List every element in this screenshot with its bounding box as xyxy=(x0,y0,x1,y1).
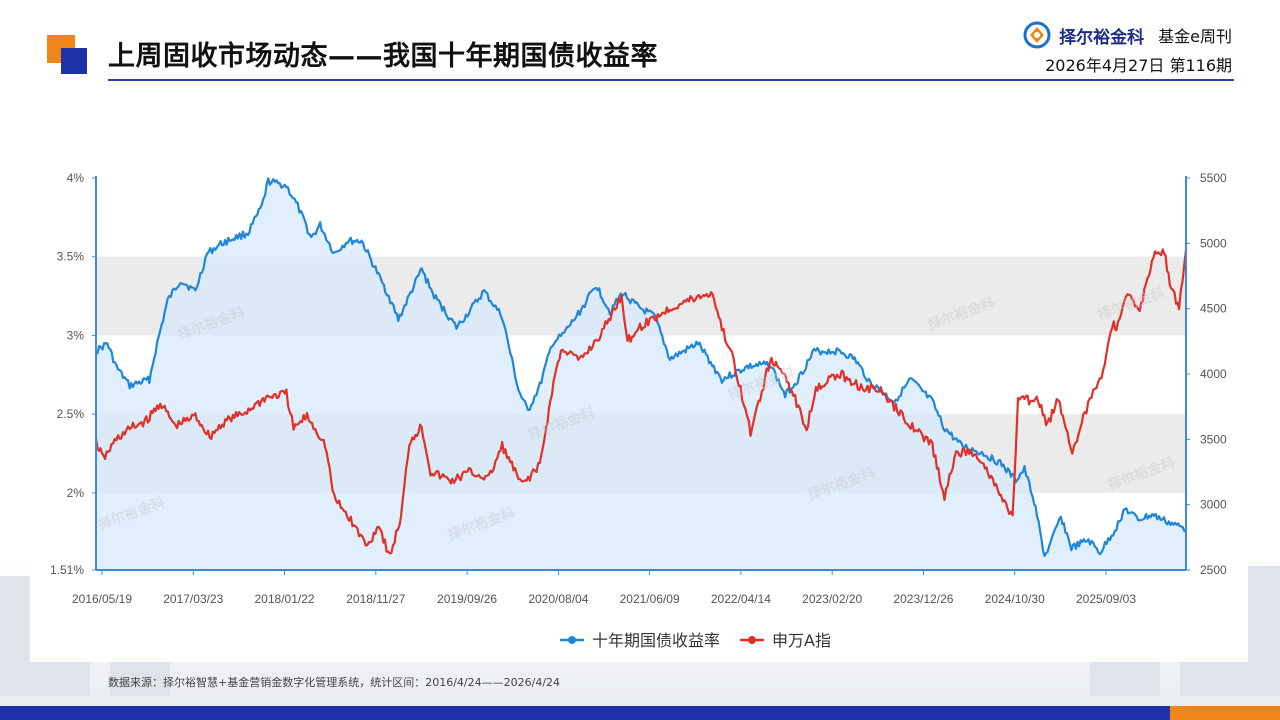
y-right-tick-label-5: 5000 xyxy=(1200,236,1227,250)
y-left-tick-label-3: 3% xyxy=(67,328,85,342)
x-tick-label-9: 2023/12/26 xyxy=(893,592,953,606)
y-right-tick-label-1: 3000 xyxy=(1200,498,1227,512)
page-title: 上周固收市场动态——我国十年期国债收益率 xyxy=(108,41,658,72)
x-tick-label-8: 2023/02/20 xyxy=(802,592,862,606)
legend-label-0: 十年期国债收益率 xyxy=(592,631,720,650)
y-right-tick-label-3: 4000 xyxy=(1200,367,1227,381)
y-left-tick-label-0: 1.51% xyxy=(50,563,84,577)
x-tick-label-2: 2018/01/22 xyxy=(255,592,315,606)
x-tick-label-4: 2019/09/26 xyxy=(437,592,497,606)
chart-card: 择尔裕金科 择尔裕金科 择尔裕金科 择尔裕金科 择尔裕金科 择尔裕金科 择尔裕金科 择尔裕金科… xyxy=(30,160,1248,662)
x-tick-label-5: 2020/08/04 xyxy=(528,592,588,606)
x-tick-label-1: 2017/03/23 xyxy=(163,592,223,606)
title-underline xyxy=(108,79,1234,81)
series-line-0 xyxy=(95,177,1187,557)
brand-name: 择尔裕金科 xyxy=(1059,27,1145,48)
legend-swatch-dot-1 xyxy=(748,636,756,644)
y-right-tick-label-4: 4500 xyxy=(1200,302,1227,316)
y-left-tick-label-5: 4% xyxy=(67,171,85,185)
series-line-1 xyxy=(94,248,1188,555)
y-right-tick-label-2: 3500 xyxy=(1200,432,1227,446)
x-tick-label-11: 2025/09/03 xyxy=(1076,592,1136,606)
issue-date: 2026年4月27日 第116期 xyxy=(1045,56,1232,75)
title-accent-blue xyxy=(61,48,87,74)
legend-label-1: 申万A指 xyxy=(772,631,831,650)
x-tick-label-6: 2021/06/09 xyxy=(620,592,680,606)
y-left-tick-label-1: 2% xyxy=(67,486,85,500)
y-left-tick-label-2: 2.5% xyxy=(57,407,85,421)
publication-name: 基金e周刊 xyxy=(1158,27,1232,46)
footer-bar-blue xyxy=(0,706,1170,720)
brand-block: 择尔裕金科 基金e周刊 2026年4月27日 第116期 xyxy=(1023,20,1232,76)
x-tick-label-10: 2024/10/30 xyxy=(985,592,1045,606)
y-right-tick-label-6: 5500 xyxy=(1200,171,1227,185)
series-area-0 xyxy=(96,178,1186,570)
brand-logo-icon xyxy=(1023,21,1051,49)
footer-bar-orange xyxy=(1170,706,1280,720)
x-tick-label-0: 2016/05/19 xyxy=(72,592,132,606)
y-left-tick-label-4: 3.5% xyxy=(57,250,85,264)
x-tick-label-7: 2022/04/14 xyxy=(711,592,771,606)
x-tick-label-3: 2018/11/27 xyxy=(346,592,405,606)
legend-swatch-dot-0 xyxy=(568,636,576,644)
yield-index-chart: 择尔裕金科择尔裕金科择尔裕金科择尔裕金科择尔裕金科择尔裕金科择尔裕金科择尔裕金科… xyxy=(50,171,1227,650)
data-source-note: 数据来源：择尔裕智慧+基金营销金数字化管理系统，统计区间：2016/4/24——… xyxy=(108,676,561,689)
y-right-tick-label-0: 2500 xyxy=(1200,563,1227,577)
